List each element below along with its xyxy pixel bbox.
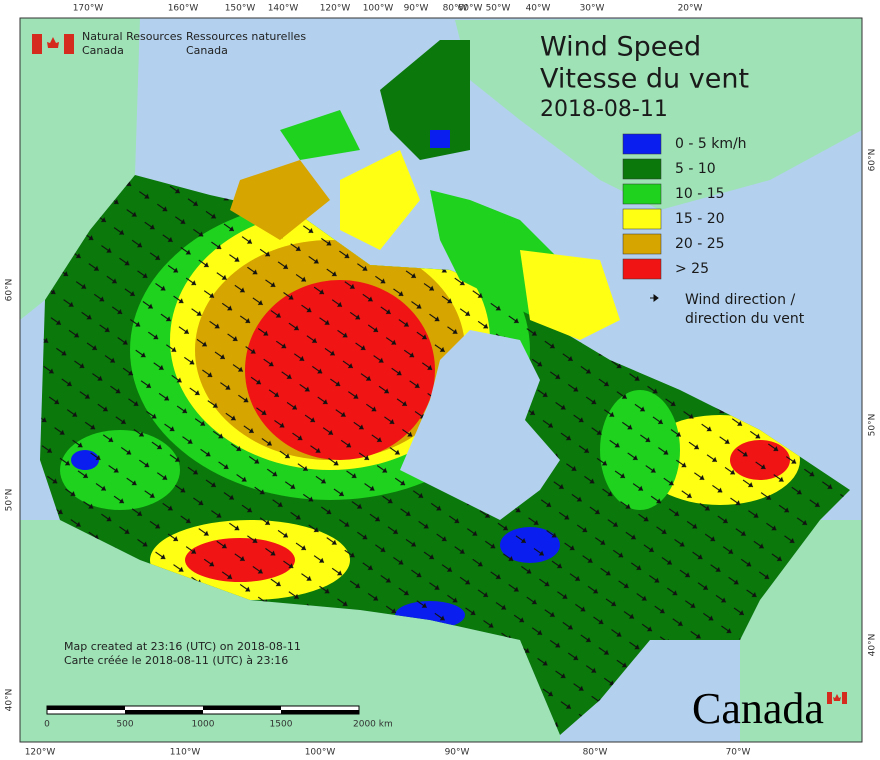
top-tick: 40°W (526, 4, 551, 14)
top-tick: 20°W (678, 4, 703, 14)
agency-fr: Canada (186, 44, 228, 57)
right-tick: 40°N (868, 634, 878, 657)
top-tick: 100°W (363, 4, 394, 14)
legend-swatch (622, 158, 662, 180)
left-tick: 40°N (5, 689, 15, 712)
graticule-labels: 170°W 160°W 150°W 140°W 120°W 100°W 90°W… (5, 4, 878, 758)
other-land (20, 18, 862, 742)
scale-label: 500 (116, 720, 133, 730)
wind-arrow-key (650, 294, 659, 302)
scale-bar: 0 500 1000 1500 2000 km (44, 705, 393, 730)
agency-en: Natural Resources (82, 30, 183, 43)
bottom-tick: 110°W (170, 748, 201, 758)
legend-swatch (622, 133, 662, 155)
top-tick: 80°W (443, 4, 468, 14)
top-tick: 150°W (225, 4, 256, 14)
bottom-tick: 70°W (726, 748, 751, 758)
nrcan-signature: Natural Resources Canada Ressources natu… (32, 30, 306, 57)
bottom-tick: 80°W (583, 748, 608, 758)
top-tick: 60°W (458, 4, 483, 14)
title: Wind Speed (540, 32, 701, 63)
bottom-tick: 120°W (25, 748, 56, 758)
left-tick: 60°N (5, 279, 15, 302)
right-tick: 60°N (868, 149, 878, 172)
legend-label: 20 - 25 (675, 236, 725, 252)
wind-direction-label: Wind direction / (685, 292, 795, 308)
bottom-tick: 90°W (445, 748, 470, 758)
top-tick: 50°W (486, 4, 511, 14)
hudson-bay (400, 330, 560, 520)
scale-label: 2000 km (353, 720, 393, 730)
top-tick: 120°W (320, 4, 351, 14)
right-tick: 50°N (868, 414, 878, 437)
note: Carte créée le 2018-08-11 (UTC) à 23:16 (64, 654, 288, 667)
top-tick: 90°W (404, 4, 429, 14)
legend-swatch (622, 233, 662, 255)
top-tick: 140°W (268, 4, 299, 14)
agency-en: Canada (82, 44, 124, 57)
arctic-islands (230, 40, 620, 340)
legend: 0 - 5 km/h 5 - 10 10 - 15 15 - 20 20 - 25 > 2… (622, 133, 747, 280)
map-frame (19, 17, 863, 743)
scale-label: 1500 (270, 720, 293, 730)
left-tick: 50°N (5, 489, 15, 512)
legend-swatch (622, 208, 662, 230)
scale-label: 1000 (192, 720, 215, 730)
bottom-tick: 100°W (305, 748, 336, 758)
wordmark-flag (827, 692, 847, 704)
legend-label: 15 - 20 (675, 211, 725, 227)
title: Vitesse du vent (540, 64, 749, 95)
legend-label: > 25 (675, 261, 709, 277)
top-tick: 30°W (580, 4, 605, 14)
legend-swatch (622, 183, 662, 205)
wind-direction-label: direction du vent (685, 311, 805, 327)
top-tick: 160°W (168, 4, 199, 14)
date: 2018-08-11 (540, 97, 668, 122)
top-tick: 170°W (73, 4, 104, 14)
canada-wordmark: Canada (692, 684, 824, 733)
legend-label: 10 - 15 (675, 186, 725, 202)
legend-label: 5 - 10 (675, 161, 716, 177)
legend-label: 0 - 5 km/h (675, 136, 747, 152)
note: Map created at 23:16 (UTC) on 2018-08-11 (64, 640, 301, 653)
legend-swatch (622, 258, 662, 280)
agency-fr: Ressources naturelles (186, 30, 306, 43)
scale-label: 0 (44, 720, 50, 730)
